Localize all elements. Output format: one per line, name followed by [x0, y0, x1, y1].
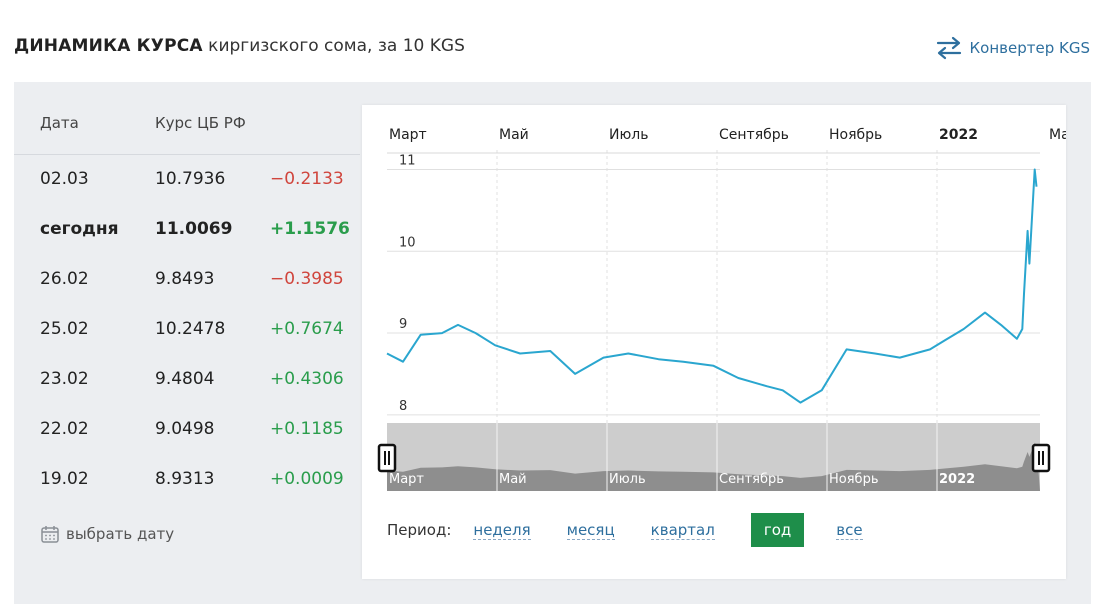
- navigator-label: Сентябрь: [719, 472, 784, 487]
- period-option-month[interactable]: месяц: [566, 520, 615, 540]
- navigator-label: Июль: [609, 472, 646, 487]
- x-tick-label: Ноябрь: [829, 127, 882, 143]
- x-tick-label: Сентябрь: [719, 127, 789, 143]
- row-change: −0.2133: [270, 169, 344, 189]
- chart-grid: [387, 150, 1040, 423]
- period-option-year[interactable]: год: [750, 513, 805, 547]
- navigator-handle-left[interactable]: [377, 443, 397, 473]
- page-header: ДИНАМИКА КУРСА киргизского сома, за 10 K…: [14, 36, 465, 56]
- table-row: 19.02 8.9313 +0.0009: [14, 455, 360, 505]
- x-tick-label: Май: [499, 127, 529, 143]
- row-change: +1.1576: [270, 219, 350, 239]
- rates-panel: Дата Курс ЦБ РФ 02.03 10.7936 −0.2133 се…: [14, 82, 1091, 604]
- navigator-label: 2022: [939, 472, 975, 487]
- column-header-rate: Курс ЦБ РФ: [155, 114, 246, 132]
- page-title: ДИНАМИКА КУРСА: [14, 36, 203, 56]
- table-row: 02.03 10.7936 −0.2133: [14, 155, 360, 205]
- row-change: +0.0009: [270, 469, 344, 489]
- period-label: Период:: [387, 521, 452, 539]
- row-change: +0.7674: [270, 319, 344, 339]
- table-row: 23.02 9.4804 +0.4306: [14, 355, 360, 405]
- x-axis-ticks: Март Май Июль Сентябрь Ноябрь 2022 Ма: [389, 127, 1066, 143]
- period-selector: Период: неделя месяц квартал год все: [387, 513, 899, 547]
- rates-table: Дата Курс ЦБ РФ 02.03 10.7936 −0.2133 се…: [14, 82, 360, 505]
- column-header-date: Дата: [40, 114, 79, 132]
- row-rate: 9.0498: [155, 419, 215, 439]
- row-rate: 10.2478: [155, 319, 226, 339]
- period-option-all[interactable]: все: [836, 520, 863, 540]
- row-rate: 8.9313: [155, 469, 215, 489]
- period-option-quarter[interactable]: квартал: [650, 520, 715, 540]
- x-tick-label: 2022: [939, 127, 978, 143]
- row-date: 22.02: [40, 419, 89, 439]
- x-tick-label: Март: [389, 127, 427, 143]
- converter-label: Конвертер KGS: [969, 39, 1090, 57]
- row-date: 23.02: [40, 369, 89, 389]
- row-rate: 9.4804: [155, 369, 215, 389]
- y-axis-ticks: 8 9 10 11: [399, 154, 416, 414]
- row-rate: 10.7936: [155, 169, 226, 189]
- row-change: +0.4306: [270, 369, 344, 389]
- row-date: 26.02: [40, 269, 89, 289]
- row-change: −0.3985: [270, 269, 344, 289]
- page-subtitle: киргизского сома, за 10 KGS: [208, 36, 465, 56]
- navigator-label: Март: [389, 472, 424, 487]
- table-row: 22.02 9.0498 +0.1185: [14, 405, 360, 455]
- table-row: 25.02 10.2478 +0.7674: [14, 305, 360, 355]
- range-navigator[interactable]: Март Май Июль Сентябрь Ноябрь 2022: [387, 423, 1040, 491]
- row-change: +0.1185: [270, 419, 344, 439]
- navigator-label: Май: [499, 472, 527, 487]
- rate-line-chart[interactable]: Март Май Июль Сентябрь Ноябрь 2022 Ма 8 9 10 11 М…: [362, 105, 1066, 505]
- y-tick-label: 8: [399, 399, 407, 414]
- y-tick-label: 10: [399, 235, 416, 250]
- row-date: 19.02: [40, 469, 89, 489]
- navigator-label: Ноябрь: [829, 472, 878, 487]
- y-tick-label: 11: [399, 154, 416, 169]
- swap-arrows-icon: [936, 36, 961, 60]
- calendar-icon: [41, 526, 59, 543]
- row-date: сегодня: [40, 219, 119, 239]
- period-option-week[interactable]: неделя: [473, 520, 531, 540]
- series-line: [386, 168, 1038, 404]
- navigator-grid: [496, 423, 938, 491]
- navigator-handle-right[interactable]: [1031, 443, 1051, 473]
- navigator-area: [387, 442, 1040, 491]
- row-rate: 9.8493: [155, 269, 215, 289]
- row-date: 25.02: [40, 319, 89, 339]
- row-rate: 11.0069: [155, 219, 233, 239]
- converter-link[interactable]: Конвертер KGS: [934, 35, 1090, 61]
- x-tick-label: Июль: [609, 127, 648, 143]
- y-tick-label: 9: [399, 317, 407, 332]
- table-row-today: сегодня 11.0069 +1.1576: [14, 205, 360, 255]
- table-row: 26.02 9.8493 −0.3985: [14, 255, 360, 305]
- row-date: 02.03: [40, 169, 89, 189]
- navigator-labels: Март Май Июль Сентябрь Ноябрь 2022: [389, 472, 975, 487]
- select-date-label: выбрать дату: [66, 525, 175, 543]
- table-header: Дата Курс ЦБ РФ: [14, 82, 360, 155]
- select-date-button[interactable]: выбрать дату: [40, 524, 174, 544]
- x-tick-label: Ма: [1049, 127, 1066, 143]
- chart-card: Март Май Июль Сентябрь Ноябрь 2022 Ма 8 9 10 11 М…: [362, 105, 1066, 579]
